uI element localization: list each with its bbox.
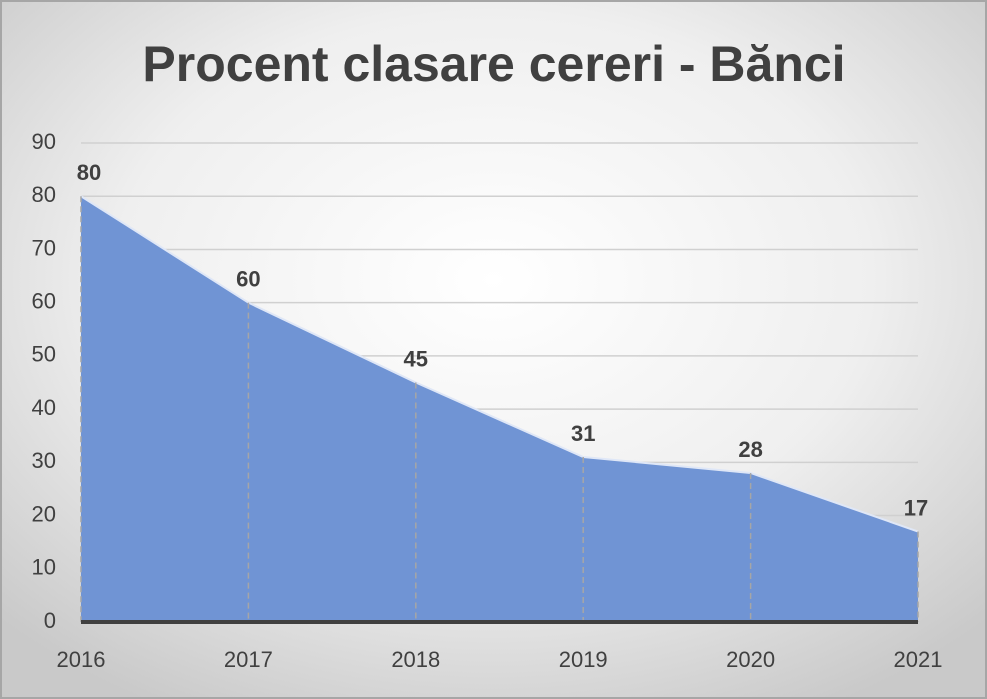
x-tick-label: 2017 [224,647,273,672]
data-label: 31 [571,421,595,446]
y-tick-label: 60 [32,288,56,313]
y-tick-label: 70 [32,235,56,260]
y-tick-label: 0 [44,608,56,633]
y-tick-label: 50 [32,342,56,367]
chart-title: Procent clasare cereri - Bănci [142,36,845,92]
data-label: 45 [404,346,428,371]
x-tick-label: 2016 [57,647,106,672]
data-label: 60 [236,266,260,291]
area-line [80,195,919,533]
x-tick-label: 2021 [894,647,943,672]
y-tick-label: 10 [32,555,56,580]
data-label: 17 [904,495,928,520]
x-tick-label: 2018 [391,647,440,672]
y-tick-label: 20 [32,501,56,526]
x-tick-label: 2020 [726,647,775,672]
y-tick-label: 90 [32,129,56,154]
y-tick-label: 30 [32,448,56,473]
y-tick-label: 40 [32,395,56,420]
y-tick-label: 80 [32,182,56,207]
data-label: 28 [738,437,762,462]
x-tick-label: 2019 [559,647,608,672]
data-label: 80 [77,160,101,185]
area [81,196,918,622]
